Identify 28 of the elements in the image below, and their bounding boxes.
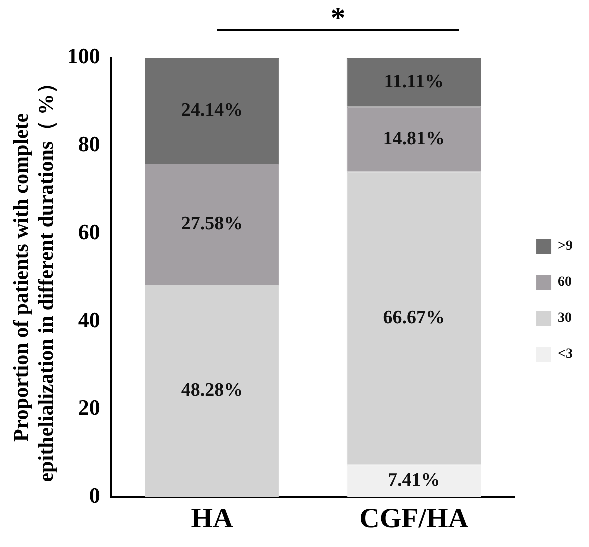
data-label: 11.11% (384, 71, 444, 92)
y-tick-label: 100 (67, 44, 100, 69)
data-label: 27.58% (181, 214, 244, 235)
y-axis-title: Proportion of patients with complete epithelialization in different durations（ %） (9, 73, 58, 482)
bar (145, 285, 280, 498)
data-label: 7.41% (388, 470, 440, 492)
x-tick-label: HA (191, 503, 234, 534)
text: * (330, 2, 346, 35)
y-tick-label: 40 (78, 307, 100, 332)
legend-label: <3 (558, 347, 574, 362)
data-label: 24.14% (181, 100, 244, 121)
x-tick-label: CGF/HA (360, 503, 470, 534)
legend-label: >9 (558, 239, 574, 254)
data-label: 66.67% (383, 307, 445, 328)
y-tick-label: 60 (78, 219, 100, 244)
legend-label: 60 (558, 275, 572, 290)
legend-label: 30 (558, 311, 572, 326)
y-tick-label: 0 (89, 483, 100, 508)
bar (346, 464, 482, 498)
bar (346, 58, 482, 107)
y-tick-label: 80 (78, 132, 100, 157)
y-tick-label: 20 (78, 395, 100, 420)
bar (346, 106, 482, 172)
bar (145, 58, 280, 164)
bar (346, 172, 482, 465)
data-label: 14.81% (383, 128, 445, 150)
data-label: 48.28% (181, 380, 244, 402)
bar (145, 164, 280, 286)
